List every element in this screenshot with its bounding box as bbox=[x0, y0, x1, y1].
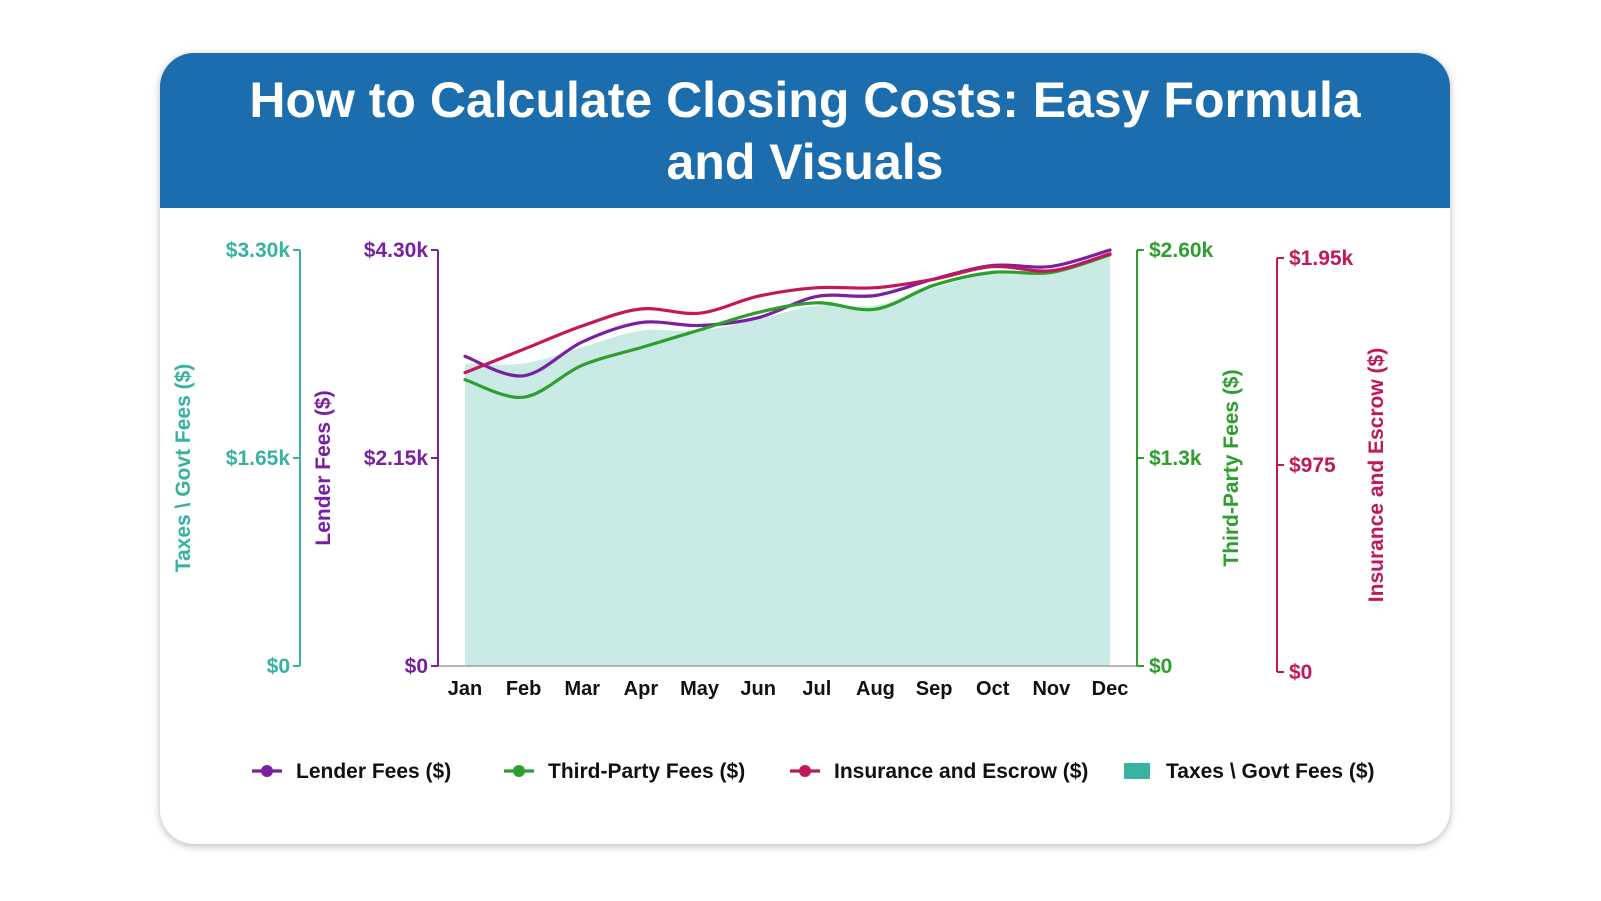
insurance-tick-label: $975 bbox=[1289, 454, 1336, 477]
x-tick-label: Aug bbox=[856, 678, 895, 700]
legend-swatch-marker bbox=[513, 765, 525, 777]
taxes-area bbox=[465, 253, 1110, 667]
x-tick-label: Jul bbox=[802, 678, 831, 700]
lender-tick-label: $0 bbox=[405, 655, 428, 678]
x-tick-label: Nov bbox=[1032, 678, 1071, 700]
third_party-axis: $0 $1.3k $2.60k Third-Party Fees ($) bbox=[1136, 239, 1243, 678]
third_party-axis-title: Third-Party Fees ($) bbox=[1220, 369, 1243, 566]
legend-label: Lender Fees ($) bbox=[296, 760, 451, 783]
insurance-axis-title: Insurance and Escrow ($) bbox=[1365, 348, 1388, 602]
lender-tick-label: $4.30k bbox=[364, 239, 429, 262]
x-tick-label: Jan bbox=[448, 678, 482, 700]
legend-item: Taxes \ Govt Fees ($) bbox=[1124, 760, 1375, 783]
third_party-tick-label: $2.60k bbox=[1149, 239, 1214, 262]
legend-item: Insurance and Escrow ($) bbox=[790, 760, 1088, 783]
lender-axis-title: Lender Fees ($) bbox=[312, 390, 335, 545]
x-tick-label: Jun bbox=[740, 678, 776, 700]
legend-swatch-marker bbox=[799, 765, 811, 777]
insurance-line bbox=[463, 252, 1112, 375]
legend-swatch-marker bbox=[261, 765, 273, 777]
legend: Lender Fees ($) Third-Party Fees ($) Insur… bbox=[252, 760, 1375, 783]
taxes-tick-label: $3.30k bbox=[226, 239, 291, 262]
x-tick-label: Dec bbox=[1092, 678, 1129, 700]
x-tick-label: May bbox=[680, 678, 720, 700]
x-tick-label: Feb bbox=[506, 678, 542, 700]
third_party-line bbox=[463, 253, 1112, 399]
x-tick-label: Mar bbox=[564, 678, 600, 700]
x-tick-label: Oct bbox=[976, 678, 1010, 700]
third_party-tick-label: $1.3k bbox=[1149, 447, 1202, 470]
lender-tick-label: $2.15k bbox=[364, 447, 429, 470]
chart-plot: $0 $1.65k $3.30k Taxes \ Govt Fees ($) $0 $2.… bbox=[172, 239, 1388, 783]
legend-label: Third-Party Fees ($) bbox=[548, 760, 745, 783]
legend-label: Insurance and Escrow ($) bbox=[834, 760, 1088, 783]
taxes-axis: $0 $1.65k $3.30k Taxes \ Govt Fees ($) bbox=[172, 239, 301, 678]
taxes-tick-label: $0 bbox=[267, 655, 290, 678]
x-tick-label: Apr bbox=[624, 678, 659, 700]
title-banner: How to Calculate Closing Costs: Easy For… bbox=[160, 53, 1450, 208]
insurance-axis: $0 $975 $1.95k Insurance and Escrow ($) bbox=[1276, 247, 1388, 684]
insurance-tick-label: $1.95k bbox=[1289, 247, 1354, 270]
lender-axis: $0 $2.15k $4.30k Lender Fees ($) bbox=[312, 239, 439, 678]
chart-title: How to Calculate Closing Costs: Easy For… bbox=[249, 71, 1361, 190]
chart-card: How to Calculate Closing Costs: Easy For… bbox=[160, 53, 1450, 844]
taxes-tick-label: $1.65k bbox=[226, 447, 291, 470]
third_party-tick-label: $0 bbox=[1149, 655, 1172, 678]
taxes-axis-title: Taxes \ Govt Fees ($) bbox=[172, 364, 195, 573]
legend-label: Taxes \ Govt Fees ($) bbox=[1166, 760, 1375, 783]
legend-swatch-box bbox=[1124, 763, 1150, 779]
legend-item: Lender Fees ($) bbox=[252, 760, 451, 783]
legend-item: Third-Party Fees ($) bbox=[504, 760, 745, 783]
x-tick-label: Sep bbox=[916, 678, 953, 700]
insurance-tick-label: $0 bbox=[1289, 661, 1312, 684]
